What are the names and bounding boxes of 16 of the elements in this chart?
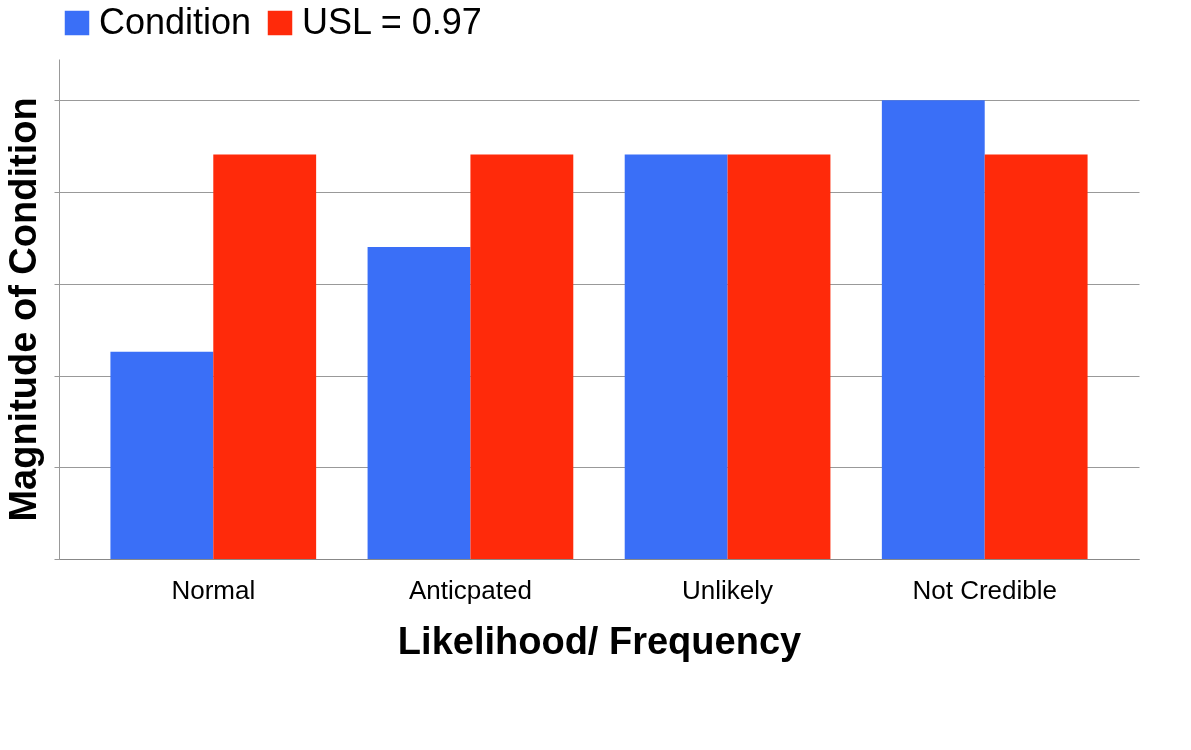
x-tick-label: Not Credible	[912, 574, 1057, 605]
x-tick-label: Anticpated	[408, 574, 532, 605]
legend-label: USL = 0.97	[302, 1, 482, 42]
x-tick-label: Unlikely	[682, 574, 774, 605]
bar	[367, 247, 471, 559]
bar	[213, 154, 317, 559]
bar	[110, 351, 214, 559]
bar	[881, 100, 985, 559]
x-axis-title: Likelihood/ Frequency	[397, 619, 802, 662]
bar	[624, 154, 728, 559]
bar	[470, 154, 574, 559]
bar	[984, 154, 1088, 559]
y-axis-title: Magnitude of Condition	[2, 97, 44, 522]
legend-label: Condition	[99, 1, 252, 42]
bar	[727, 154, 831, 559]
x-tick-label: Normal	[171, 574, 256, 605]
